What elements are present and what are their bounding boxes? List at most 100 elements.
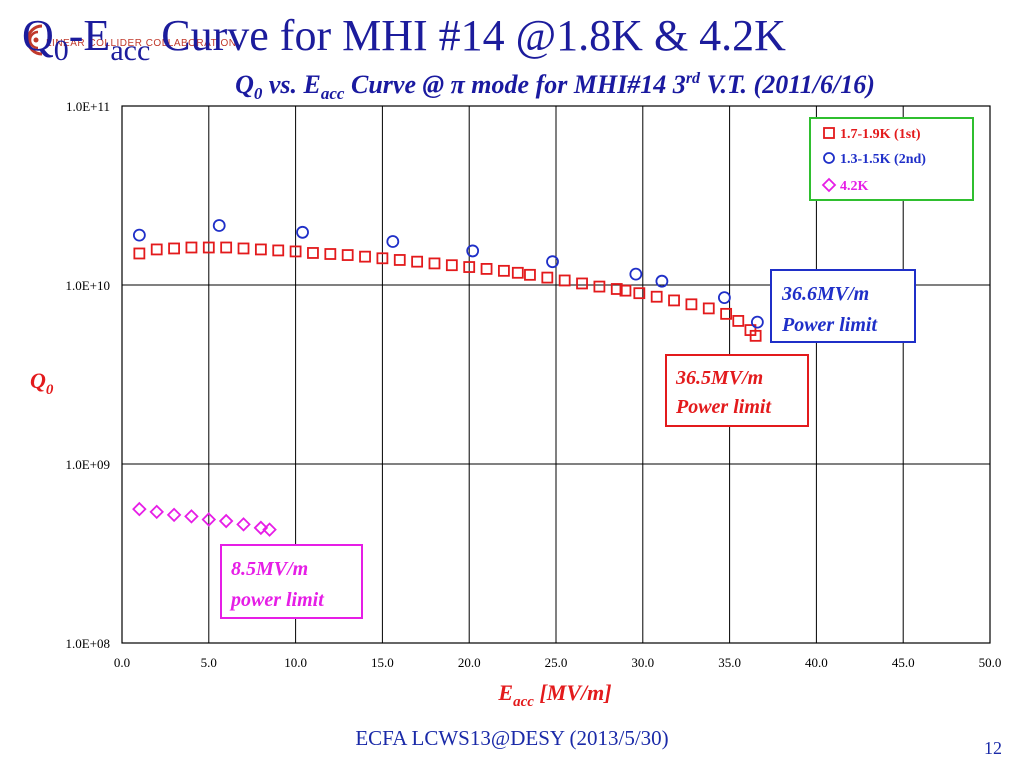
data-point <box>324 248 337 260</box>
data-point <box>132 228 146 242</box>
data-point <box>296 225 309 239</box>
plot-frame <box>121 105 991 644</box>
legend-diamond-marker <box>821 177 837 193</box>
annotation-line2: Power limit <box>675 396 772 418</box>
data-point <box>220 241 233 254</box>
data-point <box>480 263 493 275</box>
annotation-line2: Power limit <box>781 314 878 336</box>
title-e-sub: acc <box>110 33 151 67</box>
data-point <box>133 247 146 260</box>
annotation-line1: 36.5MV/m <box>675 367 763 389</box>
y-tick-label: 1.0E+08 <box>65 636 110 651</box>
x-axis-label: Eacc [MV/m] <box>497 680 611 710</box>
data-point <box>732 315 745 327</box>
data-point <box>717 291 731 305</box>
data-point <box>668 294 680 307</box>
data-point <box>201 512 217 527</box>
series-2 <box>132 219 764 329</box>
data-point <box>166 507 182 523</box>
x-tick-label: 50.0 <box>979 655 1002 670</box>
data-point <box>576 277 588 290</box>
data-point <box>702 302 715 315</box>
annotation-line1: 36.6MV/m <box>781 283 869 305</box>
data-point <box>202 241 215 254</box>
legend-item-42k: 4.2K <box>821 177 869 194</box>
data-point <box>411 255 424 268</box>
data-point <box>272 244 285 257</box>
data-point <box>132 501 147 517</box>
annotation-42k-power-limit: 8.5MV/m power limit <box>220 544 363 619</box>
data-point <box>218 513 234 529</box>
data-point <box>720 307 733 320</box>
title-q-sub: 0 <box>53 33 69 67</box>
x-tick-label: 25.0 <box>545 655 568 670</box>
data-point <box>558 274 571 287</box>
y-tick-label: 1.0E+11 <box>66 99 110 114</box>
data-point <box>655 274 669 288</box>
title-rest: Curve for MHI #14 @1.8K & 4.2K <box>150 11 786 60</box>
data-point <box>445 259 458 272</box>
linear-collider-logo <box>26 24 43 56</box>
data-point <box>237 242 250 255</box>
y-tick-label: 1.0E+09 <box>65 457 110 472</box>
data-point <box>185 241 198 254</box>
data-point <box>546 255 559 269</box>
data-point <box>289 245 302 258</box>
data-point <box>253 520 269 536</box>
data-point <box>212 219 226 232</box>
axis-tick-labels: 0.0 5.0 10.0 15.0 20.0 25.0 30.0 35.0 40.0 45.0 50… <box>65 99 1001 670</box>
data-point <box>619 284 632 297</box>
legend-label: 4.2K <box>840 179 869 194</box>
x-tick-label: 45.0 <box>892 655 915 670</box>
data-point <box>150 243 163 256</box>
data-point <box>524 268 536 281</box>
data-point <box>262 522 277 537</box>
legend-square-marker <box>823 127 835 139</box>
data-point <box>307 247 319 259</box>
title-e: -E <box>68 11 111 60</box>
data-point <box>386 235 400 248</box>
data-point <box>498 264 510 277</box>
data-point <box>749 329 762 342</box>
x-tick-label: 5.0 <box>201 655 217 670</box>
data-point <box>254 243 267 256</box>
x-tick-label: 35.0 <box>718 655 741 670</box>
annotation-line1: 8.5MV/m <box>231 558 308 580</box>
data-point <box>593 280 606 293</box>
annotation-2nd-power-limit: 36.6MV/m Power limit <box>770 269 916 343</box>
data-point <box>149 504 164 520</box>
data-point <box>168 242 180 255</box>
data-point <box>511 266 524 279</box>
slide-title: Q0-Eacc Curve for MHI #14 @1.8K & 4.2K <box>22 4 1012 68</box>
logo-text: LINEAR COLLIDER COLLABORATION <box>46 38 237 49</box>
data-point <box>428 257 441 270</box>
data-point <box>341 249 354 261</box>
data-point <box>463 261 476 273</box>
y-axis-label: Q0 <box>30 368 54 398</box>
data-point <box>466 244 480 258</box>
data-point <box>685 298 698 311</box>
data-point <box>610 283 623 295</box>
data-point <box>393 254 406 266</box>
x-tick-label: 30.0 <box>631 655 654 670</box>
data-point <box>750 315 764 329</box>
series-1 <box>133 241 762 342</box>
page-number: 12 <box>984 738 1002 758</box>
data-point <box>376 252 389 265</box>
x-tick-label: 15.0 <box>371 655 394 670</box>
legend-label: 1.3-1.5K (2nd) <box>840 152 926 167</box>
x-tick-label: 40.0 <box>805 655 828 670</box>
legend-item-2nd: 1.3-1.5K (2nd) <box>823 152 926 167</box>
x-tick-label: 0.0 <box>114 655 130 670</box>
legend-circle-marker <box>823 152 835 164</box>
chart-title: Q0 vs. Eacc Curve @ π mode for MHI#14 3r… <box>235 70 875 103</box>
x-tick-label: 20.0 <box>458 655 481 670</box>
q0-eacc-chart: Q0 vs. Eacc Curve @ π mode for MHI#14 3r… <box>30 70 1001 710</box>
data-point <box>541 271 554 284</box>
title-q: Q <box>22 11 54 60</box>
legend-label: 1.7-1.9K (1st) <box>840 127 921 142</box>
data-point <box>633 287 646 300</box>
legend-item-1st: 1.7-1.9K (1st) <box>823 127 921 142</box>
annotation-line2: power limit <box>229 589 325 611</box>
y-tick-label: 1.0E+10 <box>65 278 110 293</box>
